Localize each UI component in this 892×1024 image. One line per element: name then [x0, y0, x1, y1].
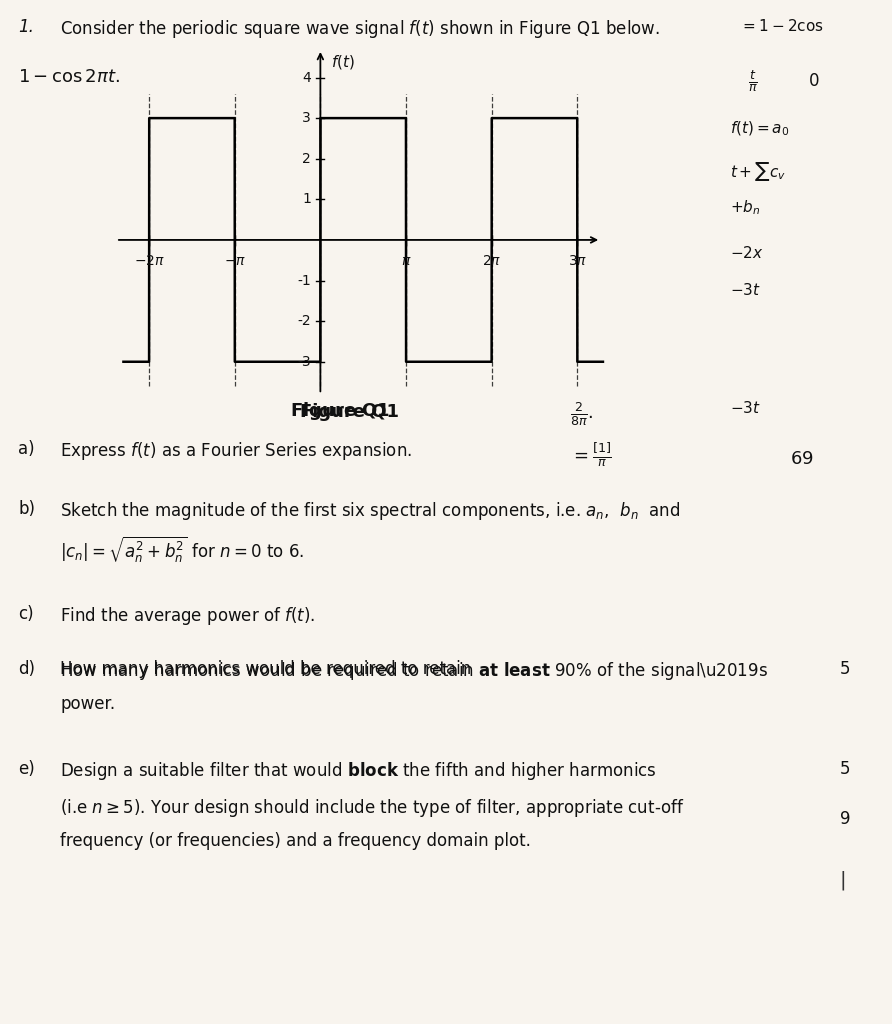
Text: $\pi$: $\pi$	[401, 254, 411, 268]
Text: a): a)	[18, 440, 35, 458]
Text: 1: 1	[302, 193, 310, 206]
Text: Consider the periodic square wave signal $f(t)$ shown in Figure Q1 below.: Consider the periodic square wave signal…	[60, 18, 660, 40]
Text: $|c_n| = \sqrt{a_n^2 + b_n^2}$ for $n = 0$ to 6.: $|c_n| = \sqrt{a_n^2 + b_n^2}$ for $n = …	[60, 535, 304, 565]
Text: -3: -3	[297, 354, 310, 369]
Text: Design a suitable filter that would $\mathbf{block}$ the fifth and higher harmon: Design a suitable filter that would $\ma…	[60, 760, 657, 782]
Text: $= \frac{[1]}{\pi}$: $= \frac{[1]}{\pi}$	[570, 440, 612, 469]
Text: -1: -1	[297, 273, 310, 288]
Text: $t + \sum c_v$: $t + \sum c_v$	[730, 160, 786, 183]
Text: Express $f(t)$ as a Fourier Series expansion.: Express $f(t)$ as a Fourier Series expan…	[60, 440, 412, 462]
Text: How many harmonics would be required to retain: How many harmonics would be required to …	[60, 660, 476, 678]
Text: $1 - \cos 2\pi t.$: $1 - \cos 2\pi t.$	[18, 68, 120, 86]
Text: $\mathbf{Figure\ Q1}$: $\mathbf{Figure\ Q1}$	[290, 400, 390, 422]
Text: $-2\pi$: $-2\pi$	[134, 254, 165, 268]
Text: e): e)	[18, 760, 35, 778]
Text: -2: -2	[297, 314, 310, 328]
Text: 4: 4	[302, 71, 310, 85]
Text: $0$: $0$	[808, 72, 820, 90]
Text: $+ b_n$: $+ b_n$	[730, 198, 761, 217]
Text: $2\pi$: $2\pi$	[482, 254, 501, 268]
Text: Find the average power of $f(t)$.: Find the average power of $f(t)$.	[60, 605, 315, 627]
Text: (i.e $n \geq 5$). Your design should include the type of filter, appropriate cut: (i.e $n \geq 5$). Your design should inc…	[60, 797, 684, 819]
Text: 5: 5	[840, 660, 850, 678]
Text: $-\pi$: $-\pi$	[224, 254, 246, 268]
Text: $-3t$: $-3t$	[730, 282, 761, 298]
Text: $\frac{t}{\pi}$: $\frac{t}{\pi}$	[748, 68, 758, 94]
Text: 5: 5	[840, 760, 850, 778]
Text: 2: 2	[302, 152, 310, 166]
Text: 1.: 1.	[18, 18, 34, 36]
Text: b): b)	[18, 500, 35, 518]
Text: Sketch the magnitude of the first six spectral components, i.e. $a_n$,  $b_n$  a: Sketch the magnitude of the first six sp…	[60, 500, 681, 522]
Text: $-2x$: $-2x$	[730, 245, 764, 261]
Text: $f(t) = a_0$: $f(t) = a_0$	[730, 120, 789, 138]
Text: d): d)	[18, 660, 35, 678]
Text: $69$: $69$	[790, 450, 814, 468]
Text: $\frac{2}{8\pi}.$: $\frac{2}{8\pi}.$	[570, 400, 593, 428]
Text: $3\pi$: $3\pi$	[567, 254, 587, 268]
Text: c): c)	[18, 605, 34, 623]
Text: 9: 9	[840, 810, 850, 828]
Text: frequency (or frequencies) and a frequency domain plot.: frequency (or frequencies) and a frequen…	[60, 831, 531, 850]
Text: |: |	[840, 870, 847, 890]
Text: $= 1-2\cos$: $= 1-2\cos$	[740, 18, 824, 34]
Text: $f(t)$: $f(t)$	[331, 53, 355, 71]
Text: power.: power.	[60, 695, 115, 713]
Text: $-3t$: $-3t$	[730, 400, 761, 416]
Text: How many harmonics would be required to retain $\mathbf{at\ least}$ 90% of the s: How many harmonics would be required to …	[60, 660, 768, 682]
Text: Figure Q1: Figure Q1	[300, 403, 399, 421]
Text: 3: 3	[302, 112, 310, 125]
